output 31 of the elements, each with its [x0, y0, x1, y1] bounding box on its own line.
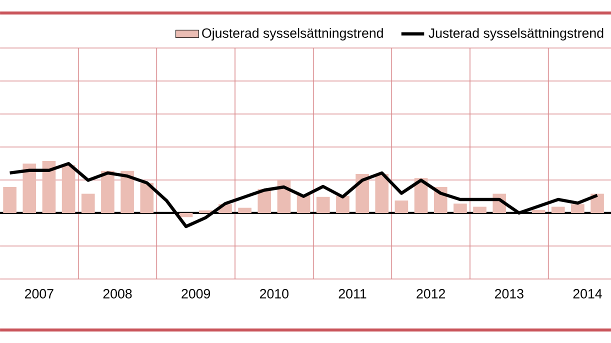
bar: [179, 212, 193, 218]
legend-label: Ojusterad sysselsättningstrend: [202, 28, 383, 40]
bar: [454, 204, 467, 213]
bar: [120, 170, 134, 213]
bar: [394, 200, 408, 213]
bar: [532, 210, 546, 213]
bar: [316, 196, 330, 213]
x-tick-label: 2010: [260, 289, 288, 298]
bar: [590, 194, 604, 213]
bar: [473, 206, 486, 213]
bar: [356, 174, 369, 213]
bar: [375, 174, 389, 213]
x-tick-label: 2007: [25, 289, 54, 298]
bar: [336, 196, 350, 213]
bar: [101, 170, 114, 213]
x-tick-label: 2012: [416, 289, 445, 298]
bar: [140, 182, 154, 213]
x-tick-label: 2014: [573, 289, 602, 298]
x-tick-label: 2013: [495, 289, 524, 298]
bar: [22, 164, 36, 213]
x-tick-label: 2011: [338, 289, 366, 298]
x-tick-label: 2008: [103, 289, 132, 298]
bar: [3, 187, 16, 213]
x-tick-label: 2009: [182, 289, 210, 298]
bar: [81, 194, 95, 213]
legend-label: Justerad sysselsättningstrend: [428, 28, 604, 40]
bar: [238, 208, 252, 213]
bar: [42, 161, 56, 213]
bar: [62, 165, 76, 213]
bar: [551, 206, 565, 213]
bar: [571, 204, 584, 213]
